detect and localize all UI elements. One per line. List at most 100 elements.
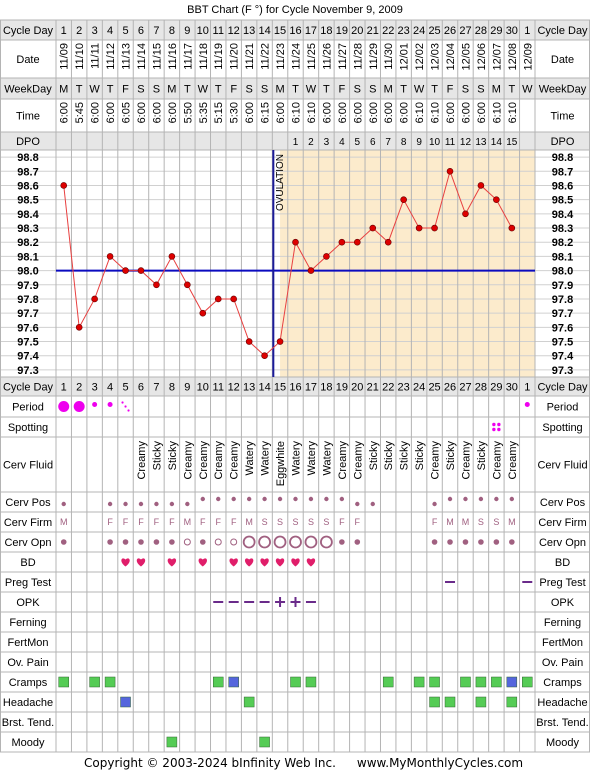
cerv-opn-marker xyxy=(493,539,500,545)
weekday-cell: S xyxy=(354,84,361,96)
cycle-day-cell: 7 xyxy=(153,382,159,394)
cycle-day-cell: 4 xyxy=(107,382,113,394)
y-tick-label-right: 98.2 xyxy=(552,237,573,249)
cerv-opn-marker xyxy=(199,539,206,545)
cerv-pos-marker xyxy=(478,496,484,502)
spotting-marker xyxy=(492,427,496,432)
row-label-right-time: Time xyxy=(550,111,574,123)
cycle-day-cell: 16 xyxy=(289,382,301,394)
y-tick-label-right: 98.6 xyxy=(552,180,573,192)
cycle-day-cell: 11 xyxy=(213,382,224,394)
dpo-cell: 11 xyxy=(445,137,456,148)
cerv-firm-cell: S xyxy=(323,517,329,527)
cerv-fluid-cell: Creamy xyxy=(198,441,210,480)
row-label-right-opk: OPK xyxy=(551,597,575,609)
row-label-cycle-day: Cycle Day xyxy=(3,25,54,37)
y-tick-label: 97.3 xyxy=(17,365,38,377)
row-label-cycle-day: Cycle Day xyxy=(3,382,54,394)
cerv-fluid-cell: Creamy xyxy=(507,441,519,480)
temperature-point xyxy=(261,352,268,360)
headache-marker xyxy=(506,696,518,708)
cycle-day-cell: 2 xyxy=(76,382,82,394)
bd-heart xyxy=(136,558,146,567)
row-label-right-bd: BD xyxy=(555,557,570,569)
cerv-opn-marker xyxy=(509,539,515,545)
weekday-cell: M xyxy=(384,84,393,96)
y-tick-label-right: 97.5 xyxy=(552,337,573,349)
cycle-day-cell: 22 xyxy=(382,25,394,37)
time-cell: 6:00 xyxy=(321,102,333,123)
cerv-pos-marker xyxy=(277,496,283,502)
cerv-firm-cell: M xyxy=(508,517,516,527)
temperature-point xyxy=(446,167,454,175)
cerv-opn-marker xyxy=(447,539,453,545)
row-label-cerv-opn: Cerv Opn xyxy=(4,537,51,549)
cramps-marker xyxy=(382,676,394,688)
cycle-day-cell: 16 xyxy=(289,25,301,37)
weekday-cell: T xyxy=(431,84,438,96)
weekday-cell: T xyxy=(292,84,299,96)
cycle-day-cell: 21 xyxy=(367,382,379,394)
cerv-firm-cell: F xyxy=(355,517,361,527)
date-cell: 11/20 xyxy=(229,43,241,70)
dpo-cell: 12 xyxy=(460,137,472,148)
cycle-day-cell: 29 xyxy=(490,25,502,37)
dpo-cell: 3 xyxy=(324,137,330,148)
time-cell: 6:10 xyxy=(507,102,519,123)
cerv-firm-cell: M xyxy=(462,517,470,527)
cerv-fluid-cell: Sticky xyxy=(414,441,426,471)
weekday-cell: W xyxy=(89,84,100,96)
y-tick-label-right: 97.8 xyxy=(552,294,573,306)
y-tick-label-right: 97.3 xyxy=(552,365,573,377)
cerv-opn-marker xyxy=(214,538,222,546)
temperature-point xyxy=(199,309,207,317)
headache-marker xyxy=(120,696,131,708)
cerv-fluid-cell: Creamy xyxy=(337,441,349,480)
row-label-spotting: Spotting xyxy=(8,422,48,434)
time-cell: 6:05 xyxy=(121,102,133,123)
cycle-day-cell: 2 xyxy=(76,25,82,37)
time-cell: 6:00 xyxy=(476,102,488,123)
cycle-day-cell: 1 xyxy=(61,25,67,37)
cerv-opn-marker xyxy=(169,539,175,545)
dpo-cell: 8 xyxy=(401,137,407,148)
cycle-day-cell: 14 xyxy=(258,382,270,394)
y-tick-label: 97.9 xyxy=(17,280,38,292)
cycle-day-cell: 22 xyxy=(382,382,394,394)
time-cell: 5:35 xyxy=(198,102,210,123)
cycle-day-cell: 9 xyxy=(184,382,190,394)
cerv-opn-marker xyxy=(478,539,484,545)
cramps-marker xyxy=(305,676,317,688)
weekday-cell: S xyxy=(477,84,484,96)
row-label-right-weekday: WeekDay xyxy=(539,84,587,96)
cerv-fluid-cell: Sticky xyxy=(151,441,163,471)
spotting-marker xyxy=(497,427,501,432)
dpo-cell: 14 xyxy=(491,137,503,148)
cycle-day-cell: 26 xyxy=(444,25,456,37)
date-cell: 12/01 xyxy=(399,43,411,71)
temperature-point xyxy=(431,224,438,232)
temperature-point xyxy=(137,267,145,274)
cerv-opn-marker xyxy=(138,539,144,545)
cerv-fluid-cell: Watery xyxy=(306,441,318,476)
temperature-point xyxy=(400,196,407,203)
cycle-day-cell: 11 xyxy=(213,25,224,37)
cerv-pos-marker xyxy=(169,501,175,507)
temperature-point xyxy=(153,281,160,289)
cycle-day-cell: 8 xyxy=(169,382,175,394)
row-label-right-dpo: DPO xyxy=(551,136,575,148)
y-tick-label-right: 97.9 xyxy=(552,280,573,292)
dpo-cell: 5 xyxy=(355,137,361,148)
cycle-day-cell: 21 xyxy=(367,25,379,37)
time-cell: 6:00 xyxy=(275,102,287,123)
date-cell: 11/22 xyxy=(260,43,272,70)
temperature-point xyxy=(493,196,500,203)
cerv-pos-marker xyxy=(355,501,360,507)
weekday-cell: F xyxy=(122,84,129,96)
temperature-point xyxy=(75,324,83,331)
cerv-firm-cell: F xyxy=(154,517,160,527)
cerv-firm-cell: S xyxy=(478,517,484,527)
weekday-cell: T xyxy=(184,84,191,96)
weekday-cell: T xyxy=(215,84,222,96)
cerv-pos-marker xyxy=(231,496,236,502)
